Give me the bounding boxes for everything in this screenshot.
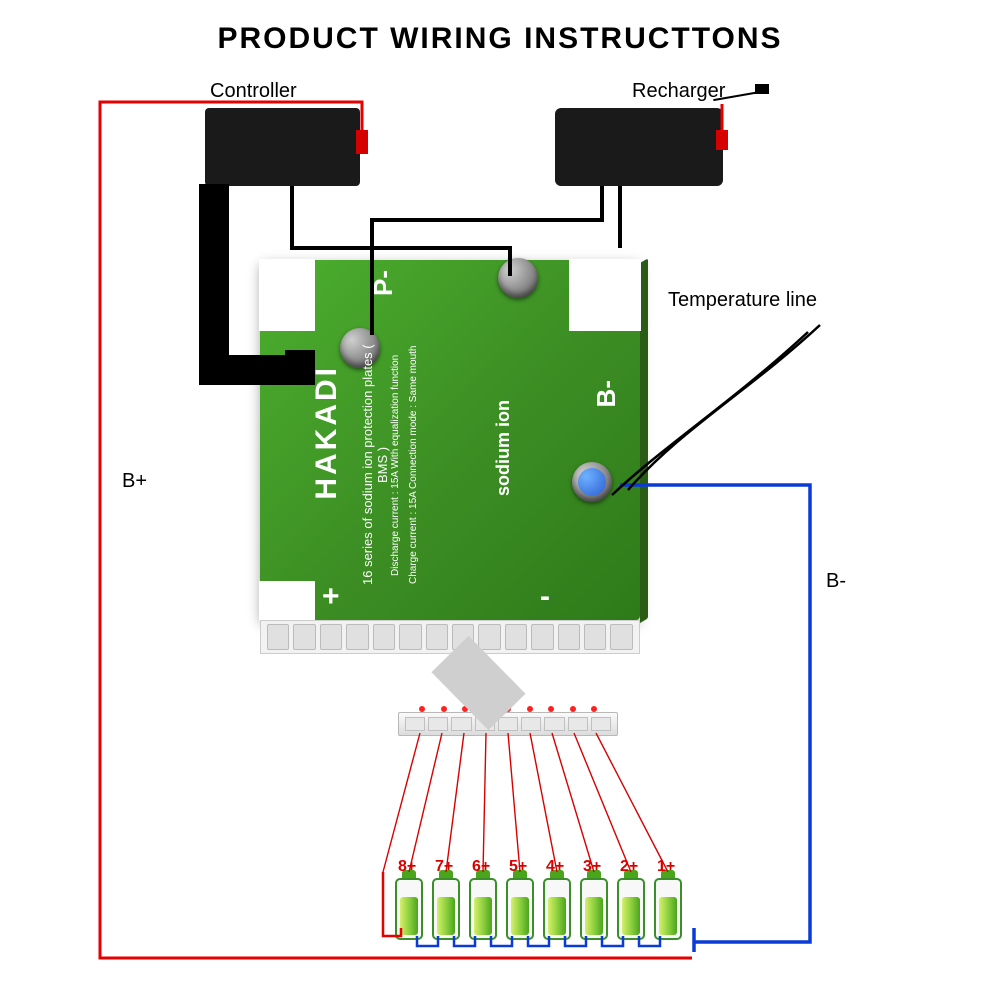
balance-wires-svg bbox=[0, 0, 1000, 1000]
